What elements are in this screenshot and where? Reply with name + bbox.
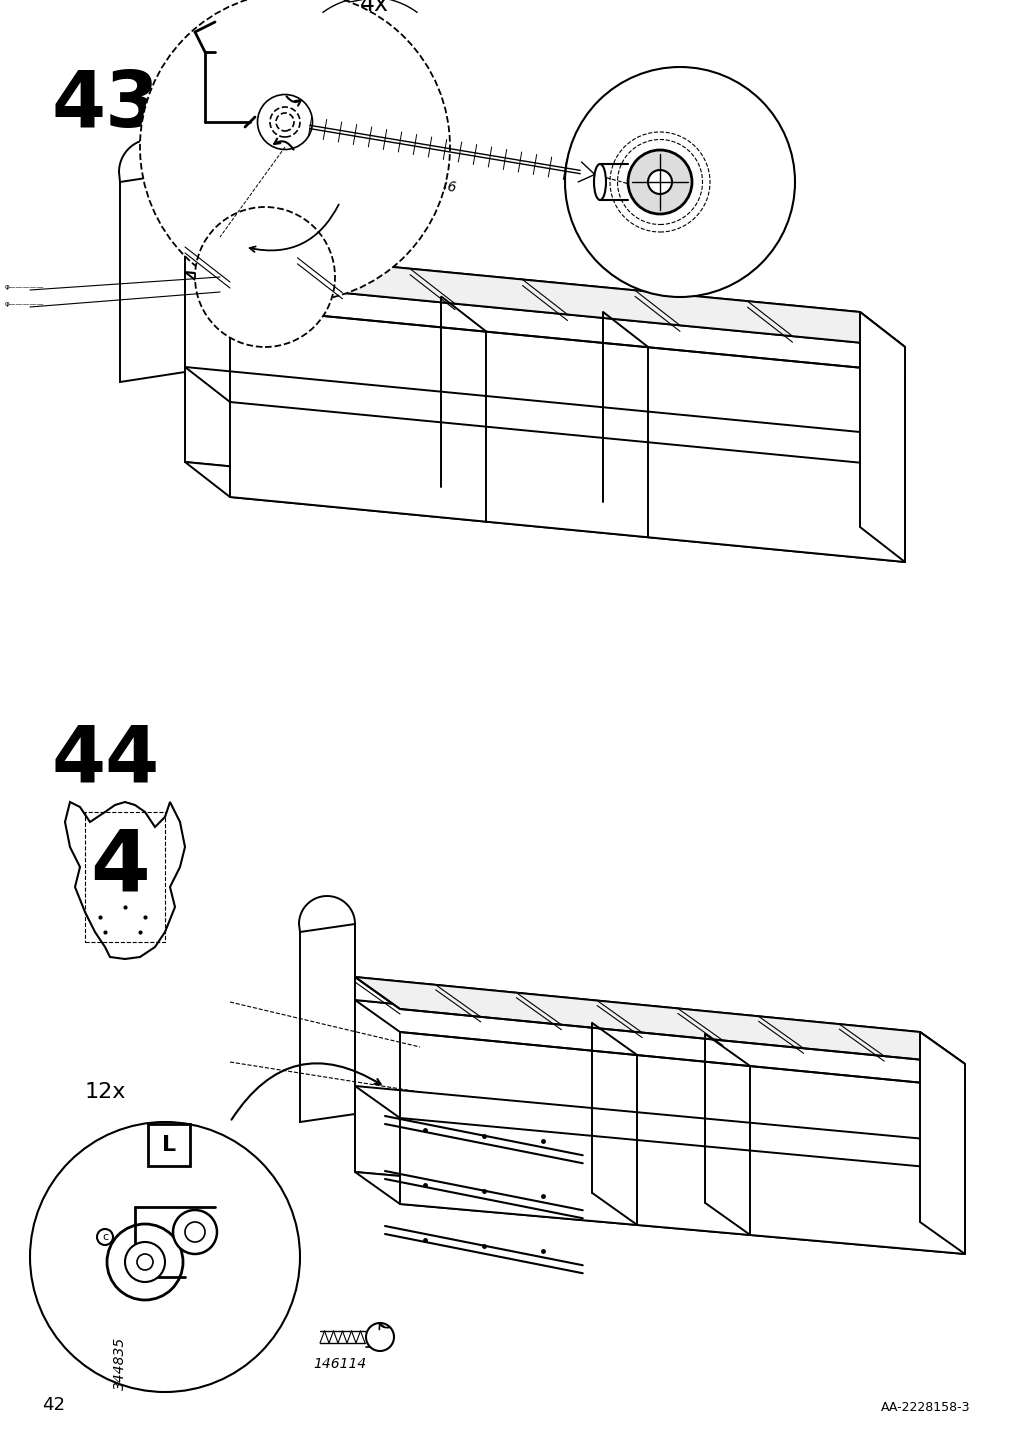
Circle shape — [97, 1229, 113, 1244]
Ellipse shape — [270, 107, 299, 137]
Text: 104895: 104895 — [690, 127, 742, 140]
Circle shape — [107, 1224, 183, 1300]
Text: L: L — [162, 1136, 176, 1156]
Text: AA-2228158-3: AA-2228158-3 — [880, 1400, 969, 1413]
Circle shape — [136, 1254, 153, 1270]
Polygon shape — [355, 1000, 919, 1221]
Circle shape — [173, 1210, 216, 1254]
Circle shape — [628, 150, 692, 213]
Polygon shape — [229, 306, 904, 561]
Circle shape — [366, 1323, 393, 1350]
Text: 344835: 344835 — [113, 1337, 126, 1390]
Polygon shape — [185, 246, 859, 337]
Circle shape — [195, 208, 335, 347]
Polygon shape — [399, 1032, 964, 1254]
Polygon shape — [120, 172, 185, 382]
Text: 4x: 4x — [360, 0, 388, 16]
Polygon shape — [355, 977, 919, 1055]
Circle shape — [647, 170, 671, 193]
Text: 42: 42 — [42, 1396, 65, 1413]
Polygon shape — [65, 802, 185, 959]
Polygon shape — [859, 312, 904, 561]
Text: 146114: 146114 — [313, 1358, 366, 1370]
Text: c: c — [102, 1232, 108, 1242]
Ellipse shape — [593, 165, 606, 200]
Text: φ—————: φ————— — [5, 301, 44, 306]
Circle shape — [30, 1123, 299, 1392]
Text: φ—————: φ————— — [5, 284, 44, 291]
Polygon shape — [919, 1032, 964, 1254]
Text: 4: 4 — [90, 825, 150, 908]
Text: 105236: 105236 — [402, 178, 457, 195]
Circle shape — [125, 1242, 165, 1282]
Polygon shape — [185, 246, 904, 347]
Circle shape — [140, 0, 450, 302]
Text: 12x: 12x — [85, 1083, 126, 1103]
Ellipse shape — [257, 95, 312, 149]
Circle shape — [564, 67, 795, 296]
Ellipse shape — [276, 113, 294, 130]
Text: 44: 44 — [52, 722, 160, 798]
Polygon shape — [299, 924, 355, 1123]
Polygon shape — [355, 1171, 964, 1254]
Text: 43: 43 — [52, 67, 160, 143]
Circle shape — [185, 1221, 205, 1242]
Polygon shape — [355, 977, 964, 1064]
Polygon shape — [185, 463, 904, 561]
FancyBboxPatch shape — [148, 1124, 190, 1166]
Text: 100001: 100001 — [188, 60, 202, 113]
Polygon shape — [185, 272, 859, 527]
